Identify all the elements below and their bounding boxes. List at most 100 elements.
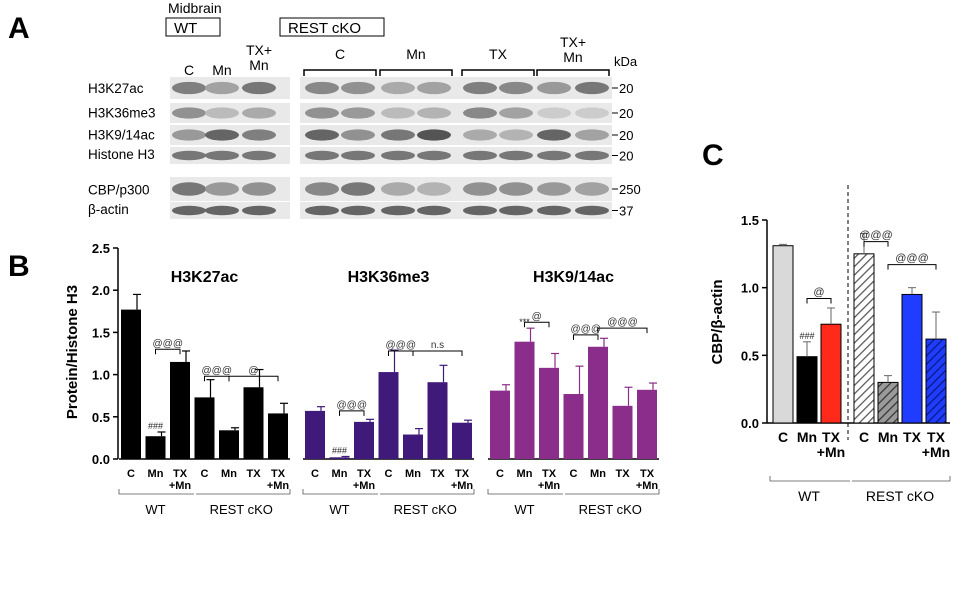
x-tick-label: TX xyxy=(357,468,372,480)
group-bracket xyxy=(302,489,378,495)
significance-label: @@@ xyxy=(571,324,601,335)
significance-label: @@@ xyxy=(153,338,183,349)
histone-bar-chart: Protein/Histone H3 0.0 0.5 1.0 1.5 2.0 2.5 C Mn… xyxy=(64,241,660,517)
bar xyxy=(243,387,264,459)
blot-band xyxy=(381,205,415,216)
significance-bracket xyxy=(228,375,279,382)
blot-band xyxy=(205,107,239,119)
blot-band xyxy=(172,205,206,216)
bar xyxy=(853,253,875,424)
blot-band xyxy=(575,81,609,95)
bar xyxy=(427,382,448,459)
blot-band xyxy=(242,150,276,161)
blot-band xyxy=(417,81,451,95)
lane-label-cko: TX xyxy=(489,46,508,62)
significance-label: @@@ xyxy=(859,230,893,242)
blot-band xyxy=(537,129,571,141)
blot-band xyxy=(242,129,276,141)
blot-row-label: Histone H3 xyxy=(88,147,155,162)
group-label-cko: REST cKO xyxy=(210,502,273,517)
x-tick-label: +Mn xyxy=(353,480,376,492)
blot-band xyxy=(381,81,415,95)
blot-band xyxy=(305,205,339,216)
significance-label: @@@ xyxy=(386,340,416,351)
bar xyxy=(354,421,374,459)
blot-band xyxy=(341,205,375,216)
lane-group-bracket xyxy=(303,69,377,76)
blot-band xyxy=(381,182,415,196)
kda-marker: 20 xyxy=(619,149,633,164)
bar xyxy=(539,367,559,459)
lane-label-wt: TX+ xyxy=(246,42,272,58)
bar xyxy=(563,394,584,459)
blot-band xyxy=(242,81,276,95)
blot-band xyxy=(205,150,239,161)
significance-label: @@@ xyxy=(202,365,232,376)
bar xyxy=(925,338,947,424)
blot-band xyxy=(381,150,415,161)
blot-band xyxy=(172,81,206,95)
cko-box-label: REST cKO xyxy=(288,20,361,37)
panel-letter-b: B xyxy=(8,250,30,283)
lane-group-bracket xyxy=(536,69,610,76)
series-title: H3K36me3 xyxy=(348,269,430,286)
blot-band xyxy=(499,81,533,95)
x-tick-label: +Mn xyxy=(451,480,474,492)
blot-row-label: β-actin xyxy=(88,202,129,217)
x-tick-label: TX xyxy=(640,468,655,480)
blot-band xyxy=(463,129,497,141)
bar xyxy=(403,434,423,459)
x-tick-label: +Mn xyxy=(169,480,192,492)
x-tick-label: TX xyxy=(615,468,630,480)
blot-band xyxy=(537,81,571,95)
blot-row-label: H3K27ac xyxy=(88,81,144,96)
lane-label-wt: Mn xyxy=(249,57,268,73)
blot-band xyxy=(305,81,339,95)
blot-strip-cko xyxy=(300,125,612,145)
significance-label: @@@ xyxy=(607,317,637,328)
x-tick-label: +Mn xyxy=(636,480,659,492)
blot-band xyxy=(575,129,609,141)
group-bracket xyxy=(565,489,660,495)
blot-strip-cko xyxy=(300,77,612,99)
panel-letter-c: C xyxy=(702,139,724,172)
group-bracket xyxy=(852,476,951,482)
kda-marker: 250 xyxy=(619,182,641,197)
blot-band xyxy=(463,182,497,196)
blot-band xyxy=(172,107,206,119)
significance-bracket xyxy=(573,334,599,340)
blot-band xyxy=(205,205,239,216)
cbp-bar-chart: CBP/β-actin 0.00.51.01.5C Mn TX+MnC Mn TX TX+… xyxy=(709,185,951,504)
significance-bracket xyxy=(204,375,230,382)
blot-row-label: H3K36me3 xyxy=(88,105,156,120)
lane-label-wt: C xyxy=(184,62,194,78)
x-tick-label: TX xyxy=(173,468,188,480)
group-bracket xyxy=(118,489,194,495)
blot-rows: H3K27ac 20 H3K36me3 20 H3K9/14ac 20 Histone H3… xyxy=(88,77,641,219)
series-title: H3K27ac xyxy=(171,269,239,286)
blot-band xyxy=(463,81,497,95)
significance-bracket xyxy=(412,350,463,356)
y-tick-label: 0.5 xyxy=(741,348,759,363)
blot-band xyxy=(575,107,609,119)
blot-band xyxy=(463,107,497,119)
x-tick-label: +Mn xyxy=(922,444,950,460)
x-tick-label: Mn xyxy=(221,468,237,480)
kda-marker: 20 xyxy=(619,81,633,96)
blot-row-label: H3K9/14ac xyxy=(88,127,155,142)
group-bracket xyxy=(380,489,475,495)
lane-group-bracket xyxy=(461,69,535,76)
blot-band xyxy=(341,107,375,119)
significance-bracket xyxy=(863,241,889,247)
blot-band xyxy=(537,205,571,216)
blot-band xyxy=(463,205,497,216)
x-tick-label: C xyxy=(385,468,393,480)
bar xyxy=(490,390,510,459)
x-tick-label: TX xyxy=(903,429,922,445)
bar xyxy=(378,372,399,459)
blot-band xyxy=(575,150,609,161)
significance-label: @ xyxy=(248,365,258,376)
x-tick-label: TX xyxy=(430,468,445,480)
